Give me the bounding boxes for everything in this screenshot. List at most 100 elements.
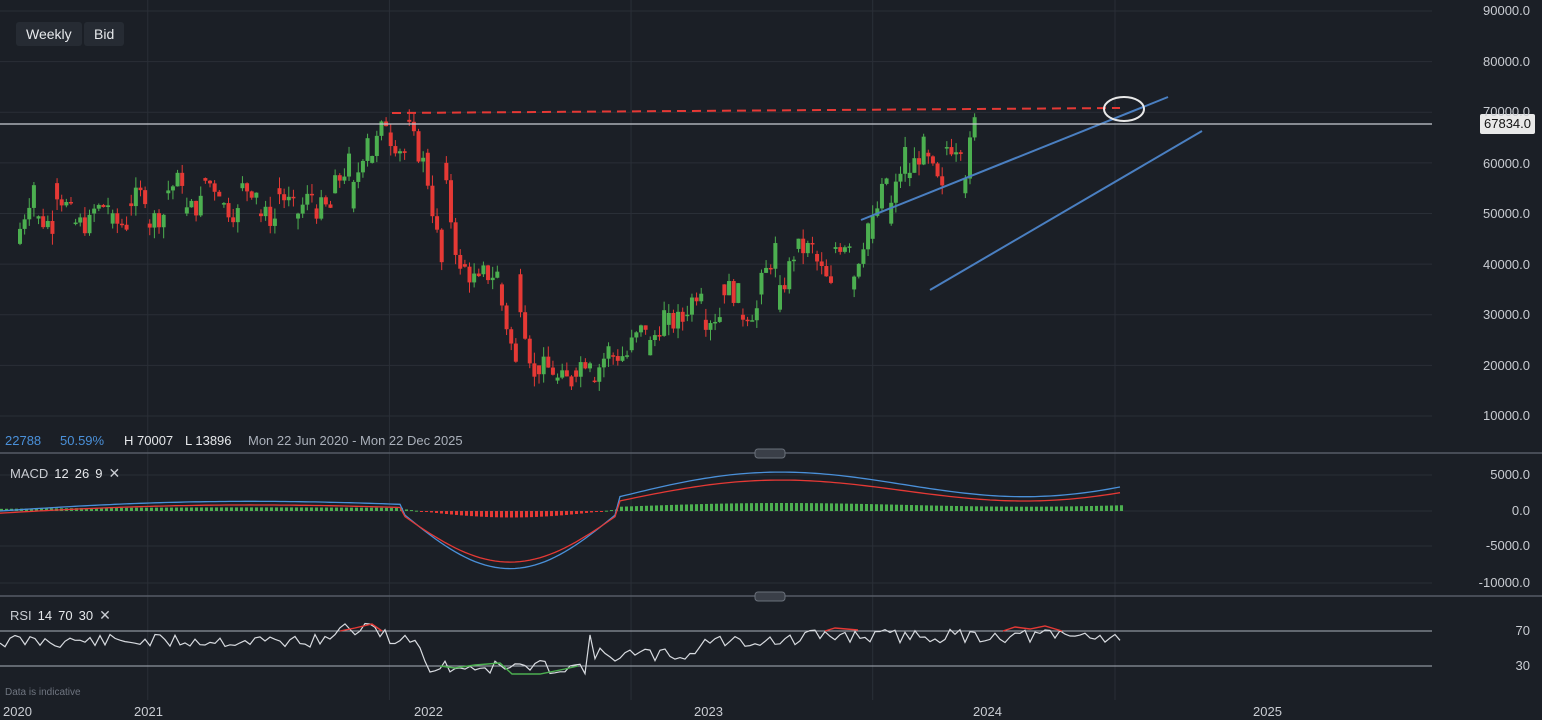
candle-down <box>537 365 542 375</box>
macd-bar <box>980 506 983 511</box>
candle-up <box>578 362 583 377</box>
macd-bar <box>220 507 223 511</box>
macd-bar <box>310 507 313 511</box>
macd-bar <box>735 503 738 511</box>
candle-up <box>625 355 630 357</box>
macd-bar <box>875 504 878 511</box>
time-axis-label: 2021 <box>134 704 163 719</box>
candle-down <box>930 156 935 164</box>
candle-down <box>731 281 736 303</box>
rsi-axis-label: 30 <box>1515 658 1530 673</box>
candle-down <box>564 370 569 377</box>
candle-up <box>713 321 718 324</box>
candle-down <box>546 356 551 368</box>
macd-bar <box>520 511 523 518</box>
macd-bar <box>435 511 438 513</box>
macd-bar <box>1070 506 1073 511</box>
candle-up <box>175 172 180 187</box>
candle-up <box>152 213 157 228</box>
macd-bar <box>390 507 393 511</box>
candle-up <box>912 158 917 173</box>
candle-up <box>319 197 324 219</box>
price-candles <box>18 109 977 391</box>
macd-bar <box>560 511 563 516</box>
candle-down <box>268 206 273 226</box>
macd-bar <box>30 508 33 511</box>
macd-bar <box>425 511 428 512</box>
candle-down <box>203 178 208 181</box>
macd-bar <box>765 503 768 511</box>
macd-histogram <box>0 503 1123 518</box>
macd-bar <box>340 507 343 511</box>
candle-up <box>866 223 871 250</box>
candle-down <box>402 151 407 153</box>
macd-bar <box>1060 506 1063 511</box>
macd-bar <box>885 504 888 511</box>
macd-bar <box>450 511 453 515</box>
macd-bar <box>300 507 303 511</box>
macd-bar <box>670 504 673 511</box>
macd-bar <box>295 507 298 511</box>
candle-up <box>852 276 857 290</box>
timeframe-button[interactable]: Weekly <box>16 22 82 46</box>
macd-bar <box>1100 505 1103 511</box>
macd-bar <box>125 507 128 511</box>
macd-bar <box>700 504 703 511</box>
macd-bar <box>565 511 568 515</box>
info-date-range: Mon 22 Jun 2020 - Mon 22 Dec 2025 <box>248 433 463 448</box>
candle-up <box>889 202 894 224</box>
macd-legend[interactable]: MACD 12 26 9 ✕ <box>10 465 126 482</box>
macd-bar <box>35 508 38 511</box>
candle-up <box>662 310 667 336</box>
macd-bar <box>1020 506 1023 511</box>
candle-down <box>277 188 282 195</box>
candle-down <box>435 216 440 230</box>
candle-down <box>101 204 106 208</box>
macd-bar <box>1030 506 1033 511</box>
candle-up <box>490 277 495 281</box>
macd-bar <box>865 503 868 511</box>
macd-bar <box>95 507 98 511</box>
candle-up <box>64 201 69 206</box>
candle-up <box>791 259 796 262</box>
macd-fast: 12 <box>54 466 69 481</box>
macd-bar <box>715 503 718 511</box>
candle-down <box>958 152 963 154</box>
macd-bar <box>145 507 148 511</box>
macd-bar <box>630 506 633 511</box>
macd-bar <box>540 511 543 517</box>
macd-bar <box>580 511 583 514</box>
macd-bar <box>645 505 648 511</box>
candle-up <box>972 117 977 138</box>
macd-bar <box>845 503 848 511</box>
data-disclaimer: Data is indicative <box>5 687 81 698</box>
macd-bar <box>170 507 173 511</box>
rsi-legend[interactable]: RSI 14 70 30 ✕ <box>10 607 117 624</box>
candle-up <box>870 215 875 239</box>
macd-bar <box>930 505 933 511</box>
rsi-overbought-3 <box>1002 625 1063 632</box>
candle-up <box>18 228 22 244</box>
breakout-circle <box>1103 96 1145 122</box>
price-type-button[interactable]: Bid <box>84 22 125 46</box>
candle-up <box>903 147 908 174</box>
macd-bar <box>1105 505 1108 511</box>
rsi-overbought-2 <box>824 627 859 632</box>
candle-down <box>55 183 60 200</box>
macd-slow: 26 <box>74 466 90 481</box>
rsi-close-icon[interactable]: ✕ <box>99 607 111 623</box>
candle-down <box>217 191 222 197</box>
candle-up <box>189 200 194 208</box>
candle-down <box>462 264 467 267</box>
candle-down <box>694 297 699 302</box>
macd-bar <box>665 505 668 511</box>
macd-bar <box>5 508 8 511</box>
candle-down <box>671 312 676 329</box>
candle-down <box>574 370 579 377</box>
macd-bar <box>370 507 373 511</box>
macd-close-icon[interactable]: ✕ <box>108 465 121 481</box>
macd-bar <box>705 503 708 511</box>
macd-bar <box>1040 506 1043 511</box>
candle-up <box>421 157 426 162</box>
